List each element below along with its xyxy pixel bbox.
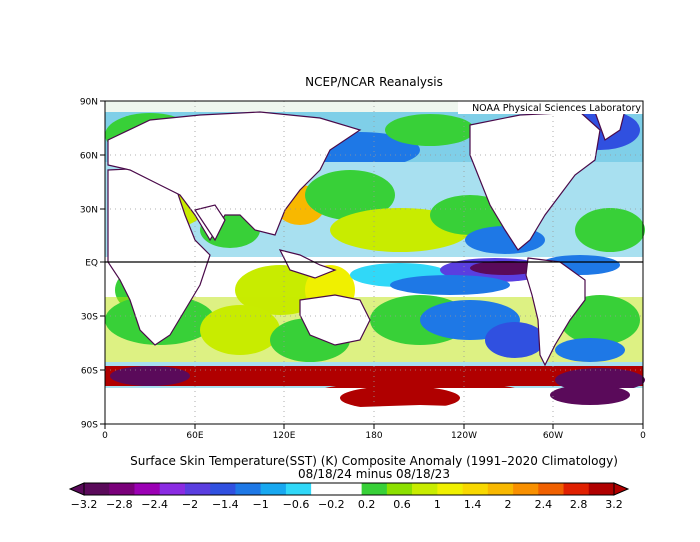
colorbar [68,482,630,496]
lon-label: 0 [102,431,108,441]
colorbar-swatch [487,483,514,495]
colorbar-swatch [84,483,110,495]
lat-axis: 90N 60N 30N EQ 30S 60S 90S [80,98,105,431]
colorbar-label: −1 [253,498,269,511]
land-australia [299,294,371,346]
colorbar-label: 1.4 [464,498,482,511]
colorbar-swatch [109,483,135,495]
lon-label: 180 [365,431,382,441]
colorbar-label: 1 [434,498,441,511]
colorbar-label: −1.4 [212,498,239,511]
colorbar-swatch [412,483,438,495]
colorbar-swatch [235,483,261,495]
caption-line2: 08/18/24 minus 08/18/23 [298,467,450,481]
land-africa [107,167,211,346]
land-india [194,204,226,242]
lat-label: 30N [80,206,98,216]
colorbar-label: 2 [505,498,512,511]
lon-axis: 0 60E 120E 180 120W 60W 0 [102,424,646,441]
colorbar-swatch [159,483,186,495]
colorbar-frame [83,482,615,496]
colorbar-swatch [437,483,463,495]
caption-line1: Surface Skin Temperature(SST) (K) Compos… [130,454,618,468]
colorbar-swatch [588,483,615,495]
lat-label: 60N [80,152,98,162]
colorbar-swatch [285,483,312,495]
colorbar-swatch [513,483,539,495]
map-panel: NOAA Physical Sciences Laboratory [104,100,645,425]
colorbar-swatch [184,483,211,495]
colorbar-swatch [538,483,564,495]
land-south-america [525,257,586,367]
colorbar-label: −0.2 [318,498,345,511]
map-title: NCEP/NCAR Reanalysis [305,75,443,89]
colorbar-label: −2 [182,498,198,511]
colorbar-left-arrow [68,482,85,496]
lat-label: 90N [80,98,98,108]
colorbar-right-arrow [613,482,630,496]
colorbar-label: −2.4 [141,498,168,511]
colorbar-swatch [336,483,362,495]
colorbar-label: 0.6 [393,498,411,511]
watermark-box [458,101,643,114]
colorbar-label: 2.4 [535,498,553,511]
colorbar-swatch [462,483,489,495]
lat-label: 60S [81,367,98,377]
land-north-america [469,111,601,251]
colorbar-swatch [134,483,161,495]
lon-label: 60W [543,431,563,441]
colorbar-swatch [210,483,236,495]
lon-label: 0 [640,431,646,441]
colorbar-label: 2.8 [570,498,588,511]
lat-label: 30S [81,313,98,323]
colorbar-label: −0.6 [283,498,310,511]
lat-label: EQ [85,259,98,269]
colorbar-label: −2.8 [106,498,133,511]
colorbar-swatch [563,483,590,495]
lon-label: 60E [186,431,203,441]
colorbar-swatch [386,483,413,495]
lon-label: 120W [451,431,477,441]
land-eurasia [107,111,362,242]
land-masses [105,109,643,424]
colorbar-swatch [260,483,287,495]
colorbar-swatch [361,483,388,495]
lon-label: 120E [273,431,296,441]
colorbar-labels: −3.2 −2.8 −2.4 −2 −1.4 −1 −0.6 −0.2 0.2 0.6 1 1.4 2 2… [71,498,623,511]
lat-label: 90S [81,421,98,431]
colorbar-label: −3.2 [71,498,98,511]
land-maritime-continent [278,249,337,279]
colorbar-swatch [311,483,337,495]
colorbar-label: 3.2 [605,498,623,511]
colorbar-label: 0.2 [358,498,376,511]
land-antarctica [105,405,643,424]
watermark-text: NOAA Physical Sciences Laboratory [472,103,641,114]
